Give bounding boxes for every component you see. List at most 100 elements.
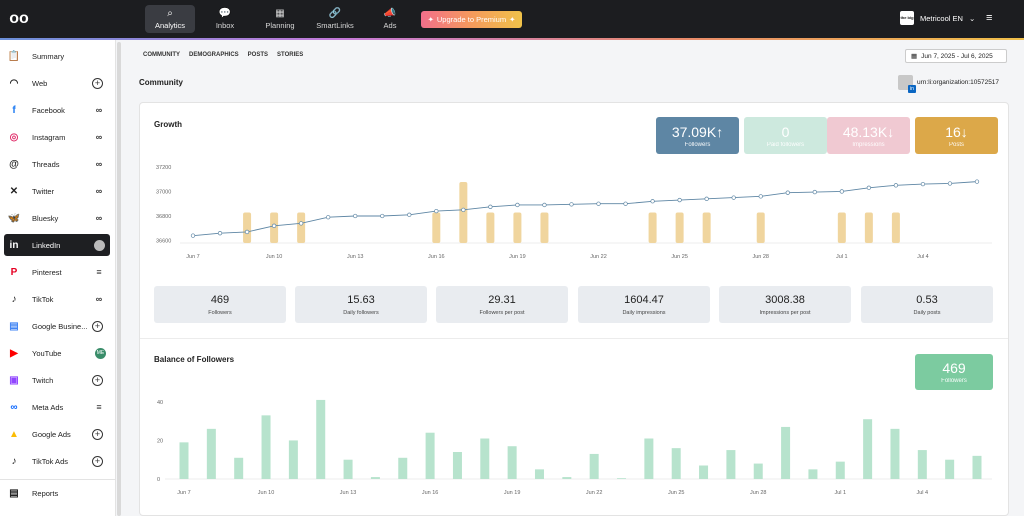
analytics-tabs: COMMUNITY DEMOGRAPHICS POSTS STORIES	[143, 52, 303, 58]
upgrade-button[interactable]: ✦ Upgrade to Premium ✦	[421, 11, 522, 28]
tiktok-icon: ♪	[11, 293, 17, 305]
sidebar-item-meta-ads[interactable]: ∞ Meta Ads ≡	[4, 396, 110, 418]
stat-daily-followers: 15.63 Daily followers	[295, 286, 427, 323]
stat-value: 3008.38	[765, 293, 805, 306]
main-nav: ⌕ Analytics 💬 Inbox ▦ Planning 🔗 SmartLinks 📣 Ads	[145, 5, 420, 33]
list-icon[interactable]: ≡	[96, 402, 102, 412]
kpi-value: 37.09K↑	[672, 124, 723, 140]
sidebar-item-instagram[interactable]: ◎ Instagram ∞	[4, 126, 110, 148]
kpi-followers[interactable]: 37.09K↑ Followers	[656, 117, 739, 154]
list-icon[interactable]: ≡	[96, 267, 102, 277]
brand-switcher[interactable]: the big Metricool EN ⌄	[900, 11, 975, 25]
kpi-posts[interactable]: 16↓ Posts	[915, 117, 998, 154]
connected-icon[interactable]: ∞	[95, 105, 103, 115]
sidebar-scrollbar[interactable]	[117, 42, 121, 516]
trend-arrow-icon: ↓	[887, 123, 895, 140]
kpi-label: Paid followers	[766, 141, 805, 148]
sidebar-item-label: Web	[32, 78, 48, 88]
brand-name: Metricool EN	[920, 13, 963, 23]
hamburger-menu-icon[interactable]: ≡	[986, 12, 993, 24]
tab-stories[interactable]: STORIES	[277, 52, 304, 58]
metricool-logo[interactable]: oo	[9, 10, 29, 27]
google-business-icon: ▤	[9, 320, 19, 332]
organization-avatar: in	[898, 75, 916, 93]
sidebar-item-label: Google Ads	[32, 429, 71, 439]
link-icon: 🔗	[328, 8, 342, 19]
sidebar-item-facebook[interactable]: f Facebook ∞	[4, 99, 110, 121]
threads-icon: @	[9, 158, 19, 170]
connected-icon[interactable]: ∞	[95, 186, 103, 196]
connected-icon[interactable]: ∞	[95, 159, 103, 169]
sidebar: 📋 Summary ◠ Web + f Facebook ∞ ◎ Instagram ∞ @ Threa…	[0, 40, 116, 516]
tab-posts[interactable]: POSTS	[247, 52, 269, 58]
sidebar-item-label: LinkedIn	[32, 240, 61, 250]
brand-logo: the big	[900, 11, 914, 25]
add-connection-icon[interactable]: +	[92, 320, 106, 332]
youtube-icon: ▶	[10, 347, 18, 359]
sidebar-item-pinterest[interactable]: P Pinterest ≡	[4, 261, 110, 283]
account-avatar[interactable]	[92, 239, 106, 251]
calendar-icon: ▦	[911, 53, 918, 60]
plus-icon: +	[92, 428, 103, 440]
avatar	[93, 239, 105, 251]
connected-icon[interactable]: ∞	[95, 294, 103, 304]
sidebar-item-bluesky[interactable]: 🦋 Bluesky ∞	[4, 207, 110, 229]
sidebar-item-web[interactable]: ◠ Web +	[4, 72, 110, 94]
organization-selector[interactable]: in urn:li:organization:10572517	[898, 75, 1000, 93]
kpi-paid-followers[interactable]: 0 Paid followers	[744, 117, 827, 154]
connected-icon[interactable]: ∞	[95, 132, 103, 142]
plus-icon: +	[92, 320, 103, 332]
sidebar-item-linkedin[interactable]: in LinkedIn	[4, 234, 110, 256]
balance-kpi[interactable]: 469 Followers	[915, 354, 993, 390]
nav-label: Planning	[265, 21, 295, 30]
sidebar-item-label: Reports	[32, 488, 59, 498]
stat-value: 1604.47	[624, 293, 664, 306]
sidebar-item-twitch[interactable]: ▣ Twitch +	[4, 369, 110, 391]
instagram-icon: ◎	[9, 131, 19, 143]
tab-community[interactable]: COMMUNITY	[143, 52, 180, 58]
kpi-value: 16↓	[945, 124, 968, 140]
nav-analytics[interactable]: ⌕ Analytics	[145, 5, 195, 33]
linkedin-badge-icon: in	[908, 85, 916, 93]
stat-daily-impressions: 1604.47 Daily impressions	[578, 286, 710, 323]
nav-ads[interactable]: 📣 Ads	[365, 5, 415, 33]
sidebar-item-tiktok-ads[interactable]: ♪ TikTok Ads +	[4, 450, 110, 472]
stat-value: 29.31	[488, 293, 516, 306]
tiktok-ads-icon: ♪	[11, 455, 17, 467]
sidebar-item-label: Summary	[32, 51, 65, 61]
reports-icon: ▤	[9, 487, 19, 499]
add-connection-icon[interactable]: +	[92, 374, 106, 386]
rss-icon: ◠	[9, 77, 19, 89]
sidebar-item-summary[interactable]: 📋 Summary	[4, 45, 110, 67]
sidebar-item-twitter[interactable]: ✕ Twitter ∞	[4, 180, 110, 202]
add-connection-icon[interactable]: +	[92, 77, 106, 89]
nav-inbox[interactable]: 💬 Inbox	[200, 5, 250, 33]
sidebar-item-label: TikTok Ads	[32, 456, 68, 466]
connected-icon[interactable]: ∞	[95, 213, 103, 223]
nav-planning[interactable]: ▦ Planning	[255, 5, 305, 33]
tab-demographics[interactable]: DEMOGRAPHICS	[189, 52, 239, 58]
section-divider	[140, 338, 1008, 339]
add-connection-icon[interactable]: +	[92, 428, 106, 440]
stat-followers-per-post: 29.31 Followers per post	[436, 286, 568, 323]
x-icon: ✕	[9, 185, 19, 197]
organization-label: urn:li:organization:10572517	[917, 79, 1000, 86]
google-ads-icon: ▲	[9, 428, 19, 440]
kpi-number: 16	[945, 123, 961, 140]
nav-smartlinks[interactable]: 🔗 SmartLinks	[310, 5, 360, 33]
sparkle-icon: ✦	[509, 15, 516, 24]
sidebar-item-label: Twitter	[32, 186, 55, 196]
add-connection-icon[interactable]: +	[92, 455, 106, 467]
sidebar-item-google-ads[interactable]: ▲ Google Ads +	[4, 423, 110, 445]
account-avatar[interactable]: ME	[95, 347, 106, 359]
sidebar-item-google-busine[interactable]: ▤ Google Busine... +	[4, 315, 110, 337]
sidebar-item-threads[interactable]: @ Threads ∞	[4, 153, 110, 175]
kpi-impressions[interactable]: 48.13K↓ Impressions	[827, 117, 910, 154]
date-range-picker[interactable]: ▦ Jun 7, 2025 - Jul 6, 2025	[905, 49, 1007, 63]
sidebar-item-youtube[interactable]: ▶ YouTube ME	[4, 342, 110, 364]
trend-arrow-icon: ↓	[960, 123, 968, 140]
date-range-label: Jun 7, 2025 - Jul 6, 2025	[921, 52, 993, 60]
balance-kpi-value: 469	[942, 360, 966, 376]
sidebar-item-reports[interactable]: ▤ Reports	[4, 482, 110, 504]
sidebar-item-tiktok[interactable]: ♪ TikTok ∞	[4, 288, 110, 310]
